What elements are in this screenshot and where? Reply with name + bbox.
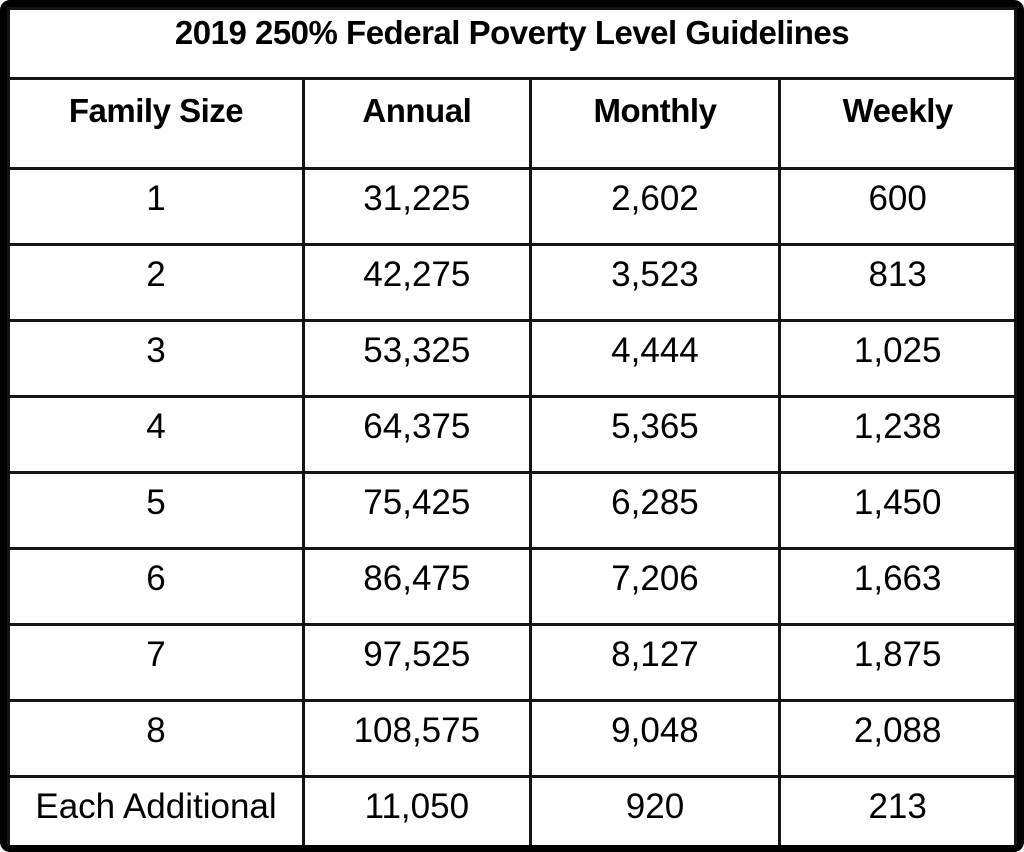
cell-family-size: 3 [7,319,306,398]
table-row: 5 75,425 6,285 1,450 [7,471,1017,550]
cell-family-size: 4 [7,395,306,474]
cell-weekly: 1,025 [778,319,1017,398]
table-row: 1 31,225 2,602 600 [7,167,1017,246]
cell-family-size: 2 [7,243,306,322]
cell-weekly: 813 [778,243,1017,322]
table-row: 7 97,525 8,127 1,875 [7,623,1017,702]
cell-annual: 75,425 [302,471,532,550]
cell-annual: 31,225 [302,167,532,246]
cell-annual: 42,275 [302,243,532,322]
title-row: 2019 250% Federal Poverty Level Guidelin… [7,7,1017,80]
col-header-annual: Annual [302,77,532,170]
cell-annual: 11,050 [302,775,532,845]
cell-family-size: Each Additional [7,775,306,845]
table-title: 2019 250% Federal Poverty Level Guidelin… [7,7,1017,80]
cell-annual: 86,475 [302,547,532,626]
cell-weekly: 2,088 [778,699,1017,778]
table-row: 4 64,375 5,365 1,238 [7,395,1017,474]
col-header-monthly: Monthly [528,77,782,170]
cell-family-size: 7 [7,623,306,702]
table-row: 2 42,275 3,523 813 [7,243,1017,322]
cell-annual: 64,375 [302,395,532,474]
cell-monthly: 2,602 [528,167,782,246]
cell-annual: 97,525 [302,623,532,702]
cell-monthly: 920 [528,775,782,845]
cell-weekly: 1,450 [778,471,1017,550]
cell-annual: 108,575 [302,699,532,778]
cell-family-size: 8 [7,699,306,778]
table-row: 3 53,325 4,444 1,025 [7,319,1017,398]
cell-family-size: 6 [7,547,306,626]
cell-monthly: 9,048 [528,699,782,778]
cell-monthly: 8,127 [528,623,782,702]
cell-weekly: 1,238 [778,395,1017,474]
poverty-guidelines-table: 2019 250% Federal Poverty Level Guidelin… [7,7,1017,845]
cell-weekly: 600 [778,167,1017,246]
cell-annual: 53,325 [302,319,532,398]
col-header-family-size: Family Size [7,77,306,170]
header-row: Family Size Annual Monthly Weekly [7,77,1017,170]
table-row-each-additional: Each Additional 11,050 920 213 [7,775,1017,845]
cell-monthly: 5,365 [528,395,782,474]
cell-weekly: 213 [778,775,1017,845]
cell-monthly: 7,206 [528,547,782,626]
cell-monthly: 6,285 [528,471,782,550]
cell-family-size: 1 [7,167,306,246]
cell-monthly: 3,523 [528,243,782,322]
col-header-weekly: Weekly [778,77,1017,170]
cell-weekly: 1,875 [778,623,1017,702]
table-row: 8 108,575 9,048 2,088 [7,699,1017,778]
cell-weekly: 1,663 [778,547,1017,626]
cell-monthly: 4,444 [528,319,782,398]
table-row: 6 86,475 7,206 1,663 [7,547,1017,626]
cell-family-size: 5 [7,471,306,550]
